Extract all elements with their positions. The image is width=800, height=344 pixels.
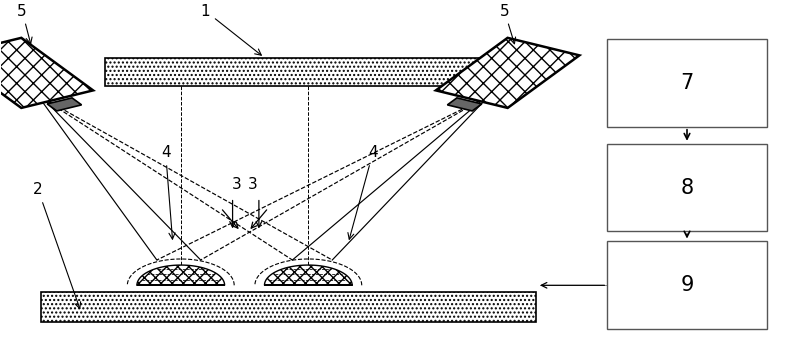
FancyBboxPatch shape <box>42 292 535 322</box>
Polygon shape <box>47 98 82 111</box>
Polygon shape <box>265 265 352 285</box>
Text: 4: 4 <box>161 145 175 239</box>
Text: 9: 9 <box>680 275 694 295</box>
FancyBboxPatch shape <box>607 144 766 232</box>
Text: 7: 7 <box>680 73 694 93</box>
Text: 8: 8 <box>681 178 694 197</box>
Polygon shape <box>436 38 579 108</box>
FancyBboxPatch shape <box>607 39 766 127</box>
FancyBboxPatch shape <box>105 58 504 86</box>
Polygon shape <box>137 265 225 285</box>
Text: 1: 1 <box>201 3 262 55</box>
Text: 5: 5 <box>18 3 32 44</box>
FancyBboxPatch shape <box>607 241 766 329</box>
Text: 5: 5 <box>500 3 515 44</box>
Polygon shape <box>447 98 482 111</box>
Text: 2: 2 <box>34 182 81 309</box>
Text: 4: 4 <box>348 145 378 239</box>
Text: 3: 3 <box>248 176 258 192</box>
Polygon shape <box>0 38 93 108</box>
Text: 3: 3 <box>232 176 242 192</box>
